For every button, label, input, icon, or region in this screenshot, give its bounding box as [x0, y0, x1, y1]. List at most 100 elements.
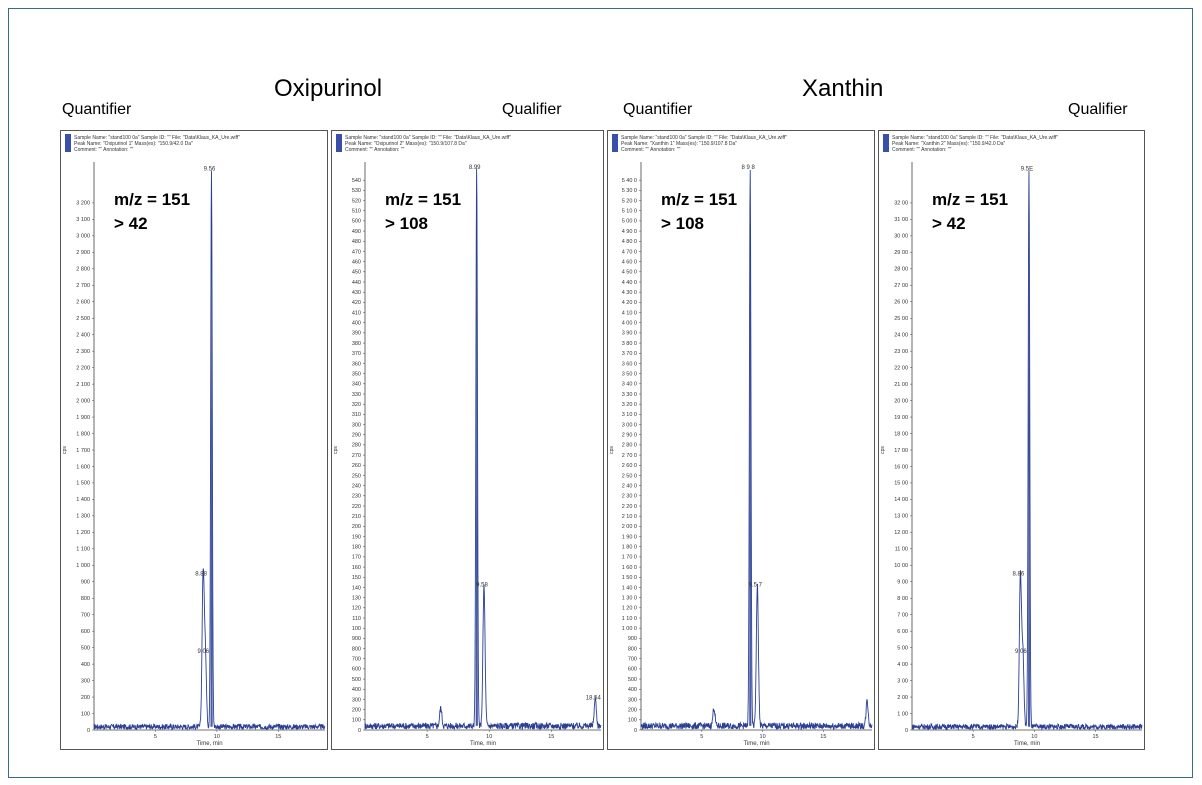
- role-label-qualifier: Qualifier: [1068, 101, 1128, 118]
- header-line: Comment: "" Annotation: "": [621, 147, 681, 153]
- y-tick-label: 600: [352, 667, 361, 673]
- y-tick-label: 4 40 0: [622, 280, 637, 286]
- x-tick-label: 10: [760, 734, 766, 740]
- y-tick-label: 12 00: [894, 530, 908, 536]
- y-axis-label: cps: [609, 446, 615, 454]
- y-tick-label: 1 200: [76, 530, 90, 536]
- y-tick-label: 25 00: [894, 316, 908, 322]
- peak-rt-label: 9.5E: [1021, 166, 1033, 172]
- y-tick-label: 390: [352, 331, 361, 337]
- peak-rt-label: 8.88: [195, 571, 207, 577]
- y-tick-label: 5 00: [897, 645, 908, 651]
- x-tick-label: 10: [486, 734, 492, 740]
- y-tick-label: 3 100: [76, 217, 90, 223]
- signal-trace: [911, 170, 1143, 731]
- y-tick-label: 410: [352, 310, 361, 316]
- transition-label: > 42: [932, 214, 966, 233]
- y-tick-label: 210: [352, 514, 361, 520]
- chromatogram-svg: Sample Name: "stand100 0a" Sample ID: ""…: [331, 130, 604, 750]
- y-tick-label: 900: [81, 580, 90, 586]
- transition-label: > 108: [385, 214, 428, 233]
- y-tick-label: 1 30 0: [622, 595, 637, 601]
- y-tick-label: 290: [352, 433, 361, 439]
- panel-frame: [878, 130, 1145, 750]
- y-tick-label: 1 00: [897, 711, 908, 717]
- panel-frame: [60, 130, 328, 750]
- y-tick-label: 600: [628, 667, 637, 673]
- chromatogram-panel: Sample Name: "stand100 0a" Sample ID: ""…: [878, 130, 1145, 750]
- y-tick-label: 530: [352, 188, 361, 194]
- y-tick-label: 1 40 0: [622, 585, 637, 591]
- y-tick-label: 400: [628, 687, 637, 693]
- y-tick-label: 100: [81, 711, 90, 717]
- y-tick-label: 1 600: [76, 464, 90, 470]
- y-tick-label: 100: [352, 626, 361, 632]
- y-tick-label: 19 00: [894, 415, 908, 421]
- integrated-peak-area: [475, 172, 478, 726]
- y-tick-label: 230: [352, 494, 361, 500]
- y-tick-label: 4 10 0: [622, 310, 637, 316]
- y-tick-label: 310: [352, 412, 361, 418]
- y-tick-label: 500: [352, 219, 361, 225]
- y-tick-label: 460: [352, 259, 361, 265]
- y-tick-label: 3 60 0: [622, 361, 637, 367]
- y-tick-label: 22 00: [894, 365, 908, 371]
- y-tick-label: 100: [352, 718, 361, 724]
- y-tick-label: 200: [628, 707, 637, 713]
- y-tick-label: 470: [352, 249, 361, 255]
- y-tick-label: 4 00: [897, 662, 908, 668]
- y-tick-label: 800: [81, 596, 90, 602]
- y-tick-label: 2 20 0: [622, 504, 637, 510]
- y-tick-label: 500: [628, 677, 637, 683]
- y-tick-label: 5 30 0: [622, 188, 637, 194]
- y-tick-label: 2 80 0: [622, 443, 637, 449]
- chromatogram-svg: Sample Name: "stand100 0a" Sample ID: ""…: [607, 130, 875, 750]
- y-tick-label: 600: [81, 629, 90, 635]
- header-line: Peak Name: "Xanthin 1" Mass(es): "150.9/…: [621, 141, 737, 147]
- y-tick-label: 24 00: [894, 333, 908, 339]
- peak-rt-label: 18.54: [586, 696, 602, 702]
- y-tick-label: 3 00: [897, 678, 908, 684]
- integrated-peak-area: [1027, 173, 1031, 727]
- chromatogram-svg: Sample Name: "stand100 0a" Sample ID: ""…: [60, 130, 328, 750]
- x-tick-label: 5: [972, 734, 975, 740]
- y-tick-label: 2 600: [76, 300, 90, 306]
- peak-rt-label: 8.86: [1013, 571, 1025, 577]
- y-tick-label: 0: [87, 728, 90, 734]
- y-tick-label: 11 00: [895, 547, 908, 553]
- y-tick-label: 3 70 0: [622, 351, 637, 357]
- y-tick-label: 500: [81, 645, 90, 651]
- compound-title-oxipurinol: Oxipurinol: [274, 75, 383, 102]
- y-tick-label: 250: [352, 473, 361, 479]
- y-tick-label: 300: [628, 697, 637, 703]
- y-tick-label: 10 00: [894, 563, 908, 569]
- y-tick-label: 0: [634, 728, 637, 734]
- y-tick-label: 29 00: [894, 250, 908, 256]
- y-tick-label: 490: [352, 229, 361, 235]
- y-tick-label: 510: [352, 209, 361, 215]
- y-tick-label: 200: [352, 524, 361, 530]
- y-tick-label: 8 00: [897, 596, 908, 602]
- x-tick-label: 5: [700, 734, 703, 740]
- y-tick-label: 400: [352, 321, 361, 327]
- y-tick-label: 0: [358, 728, 361, 734]
- y-tick-label: 160: [352, 565, 361, 571]
- y-tick-label: 150: [352, 575, 361, 581]
- x-tick-label: 15: [1092, 734, 1098, 740]
- y-tick-label: 27 00: [894, 283, 908, 289]
- y-tick-label: 1 80 0: [622, 545, 637, 551]
- transition-label: m/z = 151: [385, 190, 461, 209]
- y-tick-label: 440: [352, 280, 361, 286]
- y-tick-label: 3 200: [76, 201, 90, 207]
- y-tick-label: 1 800: [76, 431, 90, 437]
- y-tick-label: 17 00: [894, 448, 908, 454]
- y-tick-label: 200: [81, 695, 90, 701]
- transition-label: m/z = 151: [114, 190, 190, 209]
- peak-rt-label: 8 9 8: [741, 165, 755, 171]
- y-tick-label: 1 500: [76, 481, 90, 487]
- y-tick-label: 700: [352, 657, 361, 663]
- x-tick-label: 5: [154, 734, 157, 740]
- signal-trace: [93, 170, 326, 732]
- y-tick-label: 13 00: [894, 514, 908, 520]
- y-tick-label: 31 00: [894, 217, 908, 223]
